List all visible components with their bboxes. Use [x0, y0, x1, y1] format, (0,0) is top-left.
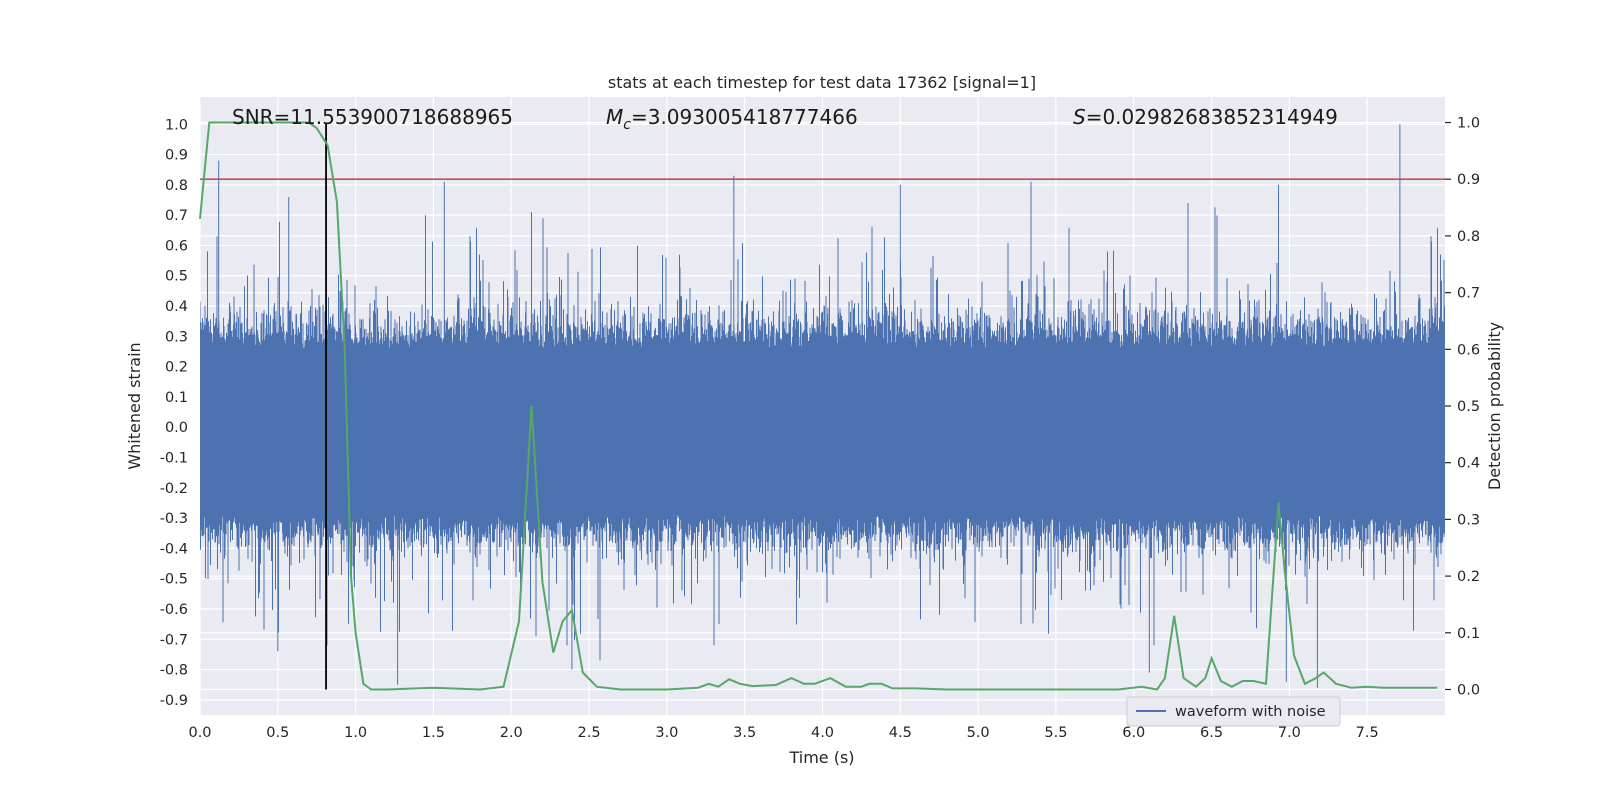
x-tick-label: 7.0: [1278, 725, 1301, 741]
x-tick-label: 2.5: [578, 725, 601, 741]
y2-tick-label: 0.8: [1457, 229, 1480, 245]
probability-series-line: [199, 121, 1438, 691]
x-tick-label: 2.0: [500, 725, 523, 741]
x-tick-label: 0.0: [188, 725, 211, 741]
y2-tick-label: 0.3: [1457, 512, 1480, 528]
x-axis-label: Time (s): [788, 748, 854, 767]
y-tick-label: 0.5: [165, 269, 188, 285]
y-tick-label: -0.6: [160, 602, 188, 618]
x-tick-label: 5.0: [967, 725, 990, 741]
snr-annotation: SNR=11.553900718688965: [232, 105, 513, 129]
y-tick-label: 0.6: [165, 238, 188, 254]
y-tick-label: -0.4: [160, 541, 188, 557]
y-tick-label: 0.9: [165, 148, 188, 164]
y-tick-label: 0.7: [165, 208, 188, 224]
y2-tick-label: 0.7: [1457, 286, 1480, 302]
x-tick-label: 6.5: [1200, 725, 1223, 741]
x-tick-label: 1.0: [344, 725, 367, 741]
s-value: =0.02982683852314949: [1086, 105, 1338, 129]
x-axis-ticks: 0.0 0.5 1.0 1.5 2.0 2.5 3.0 3.5 4.0 4.5 5.0 5.5 6.0 6…: [188, 725, 1378, 741]
y-tick-label: 0.3: [165, 329, 188, 345]
y2-tick-label: 0.0: [1457, 682, 1480, 698]
x-tick-label: 3.5: [733, 725, 756, 741]
x-tick-label: 4.0: [811, 725, 834, 741]
y2-axis-label: Detection probability: [1485, 322, 1504, 490]
mc-annotation: Mc=3.093005418777466: [606, 105, 858, 133]
y-tick-label: 1.0: [165, 117, 188, 133]
y2-tick-label: 0.9: [1457, 172, 1480, 188]
y-tick-label: -0.5: [160, 572, 188, 588]
y2-axis-ticks: 1.0 0.9 0.8 0.7 0.6 0.5 0.4 0.3 0.2 0.1 0.0: [1445, 116, 1480, 698]
y-tick-label: 0.1: [165, 390, 188, 406]
chart-title: stats at each timestep for test data 173…: [608, 73, 1036, 92]
y-axis-ticks: 1.0 0.9 0.8 0.7 0.6 0.5 0.4 0.3 0.2 0.1 0.0 -0.1 -0.…: [160, 117, 188, 709]
y-tick-label: 0.8: [165, 178, 188, 194]
x-tick-label: 3.0: [655, 725, 678, 741]
waveform-with-noise-line: [200, 124, 1445, 688]
mc-symbol: M: [606, 105, 623, 129]
x-tick-label: 5.5: [1044, 725, 1067, 741]
y-axis-label: Whitened strain: [125, 342, 144, 469]
y-tick-label: 0.2: [165, 360, 188, 376]
y2-tick-label: 0.4: [1457, 456, 1480, 472]
y-tick-label: -0.3: [160, 511, 188, 527]
mc-value: =3.093005418777466: [631, 105, 858, 129]
y-tick-label: -0.7: [160, 632, 188, 648]
y2-tick-label: 0.2: [1457, 569, 1480, 585]
y-tick-label: -0.8: [160, 663, 188, 679]
mc-subscript: c: [623, 117, 631, 133]
y2-tick-label: 0.1: [1457, 626, 1480, 642]
x-tick-label: 7.5: [1356, 725, 1379, 741]
y2-tick-label: 0.5: [1457, 399, 1480, 415]
y-tick-label: 0.4: [165, 299, 188, 315]
y-tick-label: -0.1: [160, 451, 188, 467]
x-tick-label: 4.5: [889, 725, 912, 741]
s-symbol: S: [1073, 105, 1086, 129]
y2-tick-label: 1.0: [1457, 116, 1480, 132]
legend-label: waveform with noise: [1175, 704, 1326, 720]
legend-box: [1126, 696, 1341, 727]
x-tick-label: 1.5: [422, 725, 445, 741]
s-annotation: S=0.02982683852314949: [1073, 105, 1338, 129]
waveform-series: [200, 124, 1445, 688]
x-tick-label: 6.0: [1122, 725, 1145, 741]
legend: waveform with noise: [1126, 696, 1341, 727]
x-tick-label: 0.5: [266, 725, 289, 741]
y-tick-label: -0.9: [160, 693, 188, 709]
y-tick-label: 0.0: [165, 420, 188, 436]
y2-tick-label: 0.6: [1457, 342, 1480, 358]
y-tick-label: -0.2: [160, 481, 188, 497]
